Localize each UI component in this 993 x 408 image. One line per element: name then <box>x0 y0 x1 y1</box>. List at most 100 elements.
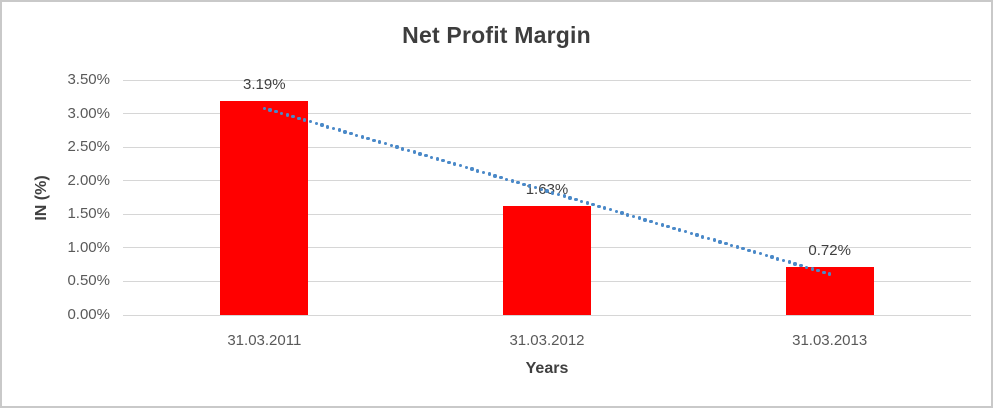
trendline-dot <box>706 236 711 241</box>
trendline-dot <box>758 252 763 256</box>
trendline-dot <box>476 169 480 173</box>
bar-value-label: 3.19% <box>243 75 286 93</box>
trendline-dot <box>314 121 318 126</box>
trendline-dot <box>614 209 618 214</box>
trendline-dot <box>602 206 607 210</box>
trendline-dot <box>551 191 555 195</box>
trendline-dot <box>516 180 520 185</box>
trendline-dot <box>562 194 566 198</box>
trendline-dot <box>337 128 342 132</box>
trendline-dot <box>504 177 509 181</box>
trendline-dot <box>568 196 572 200</box>
trendline-dot <box>481 170 486 175</box>
trendline-dot <box>383 142 388 146</box>
bar-31.03.2011 <box>220 100 309 315</box>
trendline-dot <box>666 224 670 229</box>
trendline-dot <box>827 272 832 276</box>
y-axis-tick-label: 0.50% <box>67 272 110 290</box>
trendline-dot <box>389 143 393 148</box>
trendline-dot <box>724 241 728 246</box>
gridline <box>123 146 971 148</box>
trendline-dot <box>320 123 324 127</box>
trendline-dot <box>331 126 336 131</box>
trendline-dot <box>574 197 578 202</box>
trendline-dot <box>487 172 491 176</box>
trendline-dot <box>527 184 532 188</box>
trendline-dot <box>585 201 590 205</box>
trendline-dot <box>701 235 705 239</box>
trendline-dot <box>499 175 503 180</box>
trendline-dot <box>470 167 474 171</box>
trendline-dot <box>268 108 272 112</box>
trendline-dot <box>799 263 803 268</box>
trendline-dot <box>539 187 543 192</box>
trendline-dot <box>458 164 463 168</box>
trendline-dot <box>741 246 745 251</box>
trendline-dot <box>435 157 440 161</box>
trendline-dot <box>262 106 267 110</box>
trendline-dot <box>626 213 630 217</box>
y-axis-tick-label: 1.00% <box>67 238 110 256</box>
trendline-dot <box>804 265 809 269</box>
y-axis-tick-label: 3.00% <box>67 104 110 122</box>
trendline-dot <box>349 131 353 136</box>
trendline-dot <box>366 136 370 141</box>
trendline-dot <box>453 162 457 166</box>
trendline-dot <box>303 118 307 122</box>
trendline-dot <box>660 223 665 227</box>
y-axis-tick-label: 2.50% <box>67 138 110 156</box>
trendline-dot <box>360 135 365 139</box>
plot-area: 3.19%31.03.20111.63%31.03.20120.72%31.03… <box>123 76 971 349</box>
trendline-dot <box>637 216 641 220</box>
trendline-dot <box>378 140 382 144</box>
trendline-dot <box>810 267 815 271</box>
bar-31.03.2012 <box>503 205 591 315</box>
trendline-dot <box>354 133 359 137</box>
trendline-dot <box>493 174 497 178</box>
trendline-dot <box>401 147 405 151</box>
trendline-dot <box>597 204 601 209</box>
trendline-dot <box>643 218 647 222</box>
x-axis-tick-label: 31.03.2013 <box>792 332 868 349</box>
trendline-dot <box>274 109 278 114</box>
trendline-dot <box>620 211 624 215</box>
trendline-dot <box>677 228 682 232</box>
trendline-dot <box>781 258 786 263</box>
trendline-dot <box>291 114 295 119</box>
gridline <box>123 113 971 115</box>
trendline-dot <box>591 202 595 207</box>
x-axis-title: Years <box>525 360 569 377</box>
x-axis-tick-label: 31.03.2011 <box>227 332 302 349</box>
trendline-dot <box>747 248 751 253</box>
trendline-dot <box>308 120 313 124</box>
trendline-dot <box>522 182 526 187</box>
chart-title: Net Profit Margin <box>402 22 591 48</box>
trendline-dot <box>412 150 416 154</box>
trendline-dot <box>787 260 791 264</box>
trendline-dot <box>793 262 797 266</box>
trendline-dot <box>689 231 693 236</box>
trendline-dot <box>729 243 734 247</box>
bar-value-label: 0.72% <box>808 241 851 259</box>
y-axis-tick-label: 0.00% <box>67 306 110 323</box>
trendline-dot <box>822 270 826 275</box>
trendline-dot <box>776 257 780 261</box>
trendline-dot <box>608 208 613 212</box>
y-axis-tick-label: 2.00% <box>67 171 110 189</box>
trendline-dot <box>816 268 820 273</box>
trendline-dot <box>418 152 422 156</box>
trendline-dot <box>326 125 330 129</box>
trendline-dot <box>447 160 451 165</box>
trendline-dot <box>579 199 584 203</box>
trendline-dot <box>441 158 445 163</box>
trendline-dot <box>429 155 434 159</box>
trendline-dot <box>510 179 515 183</box>
gridline <box>123 314 971 316</box>
y-axis-tick-label: 1.50% <box>67 205 110 223</box>
trendline-dot <box>752 250 757 254</box>
gridline <box>123 79 971 81</box>
trendline-dot <box>464 165 468 170</box>
trendline-dot <box>764 253 768 258</box>
trendline-dot <box>735 245 740 249</box>
